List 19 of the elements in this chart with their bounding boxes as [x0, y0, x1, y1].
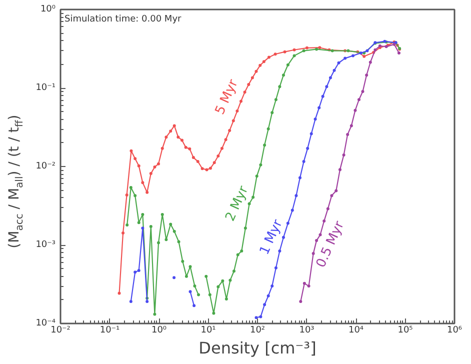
- y-tick-label: 10⁻²: [36, 162, 56, 172]
- annotation: 1 Myr: [257, 217, 286, 258]
- x-tick-label: 10¹: [200, 326, 216, 336]
- y-tick-label: 10⁻³: [36, 240, 56, 250]
- annotation: 2 Myr: [222, 183, 252, 224]
- x-tick-label: 10²: [250, 326, 266, 336]
- x-tick-label: 10⁻²: [50, 326, 71, 336]
- x-tick-label: 10⁴: [348, 326, 364, 336]
- y-tick-label: 10⁻¹: [36, 83, 56, 93]
- x-tick-label: 10⁻¹: [100, 326, 120, 336]
- x-tick-label: 10⁶: [446, 326, 462, 336]
- x-tick-label: 10³: [299, 326, 315, 336]
- annotation: 5 Myr: [212, 76, 242, 118]
- x-tick-label: 10⁵: [398, 326, 414, 336]
- annotation: Simulation time: 0.00 Myr: [64, 14, 182, 24]
- annotation: 0.5 Myr: [314, 218, 348, 270]
- y-tick-label: 10⁰: [40, 4, 56, 14]
- x-tick-label: 10⁰: [151, 326, 167, 336]
- x-axis-title: Density [cm⁻³]: [198, 338, 316, 358]
